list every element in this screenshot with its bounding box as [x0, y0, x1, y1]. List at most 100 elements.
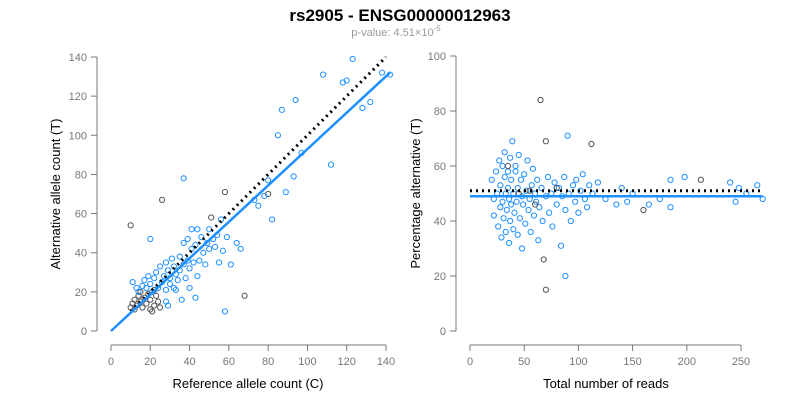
- data-point: [290, 173, 297, 180]
- data-point: [667, 176, 674, 183]
- data-point: [542, 138, 549, 145]
- data-point: [567, 217, 574, 225]
- data-point: [153, 292, 160, 299]
- data-point: [172, 286, 179, 293]
- data-point: [575, 209, 582, 216]
- data-point: [508, 176, 515, 183]
- data-point: [528, 182, 535, 189]
- data-point: [555, 184, 562, 192]
- data-point: [255, 202, 262, 209]
- data-point: [562, 206, 569, 214]
- data-point: [522, 220, 529, 227]
- data-point: [517, 176, 525, 183]
- data-point: [212, 243, 219, 250]
- x-tick-label: 100: [298, 356, 316, 368]
- data-point: [583, 204, 591, 211]
- reference-line-dotted: [129, 55, 388, 313]
- x-tick-label: 0: [467, 356, 473, 368]
- data-point: [535, 237, 542, 244]
- y-axis-label: Percentage alternative (T): [408, 118, 423, 268]
- data-point: [241, 292, 248, 299]
- data-point: [509, 138, 516, 145]
- y-axis-label: Alternative allele count (T): [48, 118, 63, 269]
- y-tick-label: 60: [75, 209, 87, 221]
- data-point: [502, 228, 509, 236]
- data-point: [504, 168, 512, 175]
- fit-line: [110, 71, 391, 332]
- data-point: [221, 188, 229, 196]
- data-point: [572, 198, 579, 205]
- data-point: [129, 278, 136, 286]
- data-point: [237, 245, 244, 252]
- x-tick-label: 200: [678, 356, 696, 368]
- data-point: [512, 168, 519, 175]
- data-point: [188, 226, 195, 233]
- data-point: [539, 217, 546, 225]
- data-point: [521, 171, 528, 178]
- data-point: [503, 206, 510, 214]
- y-tick-label: 0: [440, 326, 446, 338]
- data-point: [194, 273, 201, 280]
- x-tick-label: 50: [518, 356, 530, 368]
- data-point: [754, 182, 761, 189]
- x-tick-label: 60: [223, 356, 235, 368]
- data-point: [645, 201, 652, 208]
- data-point: [525, 206, 532, 214]
- data-point: [164, 267, 172, 274]
- data-point: [127, 222, 134, 229]
- data-point: [206, 245, 213, 252]
- data-point: [166, 280, 174, 288]
- data-point: [569, 182, 577, 189]
- x-tick-label: 100: [569, 356, 587, 368]
- data-point: [697, 176, 704, 183]
- x-tick-label: 150: [623, 356, 641, 368]
- data-point: [292, 96, 299, 104]
- data-point: [155, 298, 162, 305]
- data-point: [501, 149, 508, 156]
- data-point: [498, 234, 505, 241]
- x-tick-label: 20: [144, 356, 156, 368]
- y-tick-label: 40: [434, 216, 446, 228]
- x-axis-label: Reference allele count (C): [172, 376, 323, 391]
- x-axis-label: Total number of reads: [543, 376, 669, 391]
- data-point: [490, 212, 497, 219]
- data-point: [184, 257, 191, 264]
- data-point: [520, 201, 527, 208]
- y-tick-label: 100: [69, 130, 87, 142]
- data-point: [170, 284, 177, 292]
- data-point: [667, 204, 674, 211]
- data-point: [488, 176, 495, 183]
- data-point: [139, 304, 146, 311]
- data-point: [499, 198, 506, 205]
- data-point: [537, 96, 544, 104]
- data-point: [527, 228, 534, 236]
- data-point: [200, 249, 207, 256]
- x-tick-label: 0: [108, 356, 114, 368]
- data-point: [141, 277, 148, 284]
- data-point: [512, 162, 519, 170]
- data-point: [145, 273, 152, 280]
- data-point: [514, 231, 521, 238]
- data-point: [151, 275, 158, 282]
- data-point: [180, 239, 187, 247]
- data-point: [278, 106, 285, 113]
- data-point: [594, 179, 602, 186]
- scatter-total-vs-percentage: 0 20 40 60 80 100 0 50 100 150 200 250 Total number …: [408, 51, 766, 391]
- data-point: [233, 239, 240, 247]
- y-tick-label: 20: [75, 287, 87, 299]
- data-point: [507, 217, 514, 225]
- data-point: [557, 242, 565, 249]
- data-point: [261, 192, 268, 200]
- data-point: [546, 209, 553, 216]
- data-point: [505, 239, 513, 247]
- data-point: [196, 257, 203, 264]
- data-point: [137, 288, 144, 295]
- data-point: [499, 162, 506, 170]
- data-point: [162, 259, 170, 266]
- p-value-exponent: -5: [434, 24, 442, 33]
- data-point: [162, 286, 170, 293]
- data-point: [496, 157, 503, 164]
- data-point: [613, 201, 620, 208]
- data-point: [564, 132, 571, 139]
- data-point: [573, 176, 580, 183]
